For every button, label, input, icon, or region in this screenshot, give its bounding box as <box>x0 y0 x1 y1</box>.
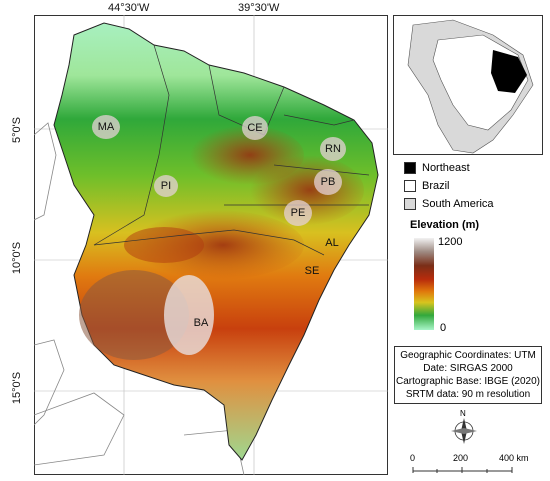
coord-label-lon-1: 44°30'W <box>108 2 150 14</box>
elevation-legend-title: Elevation (m) <box>410 219 480 231</box>
scale-label-200: 200 <box>453 453 469 463</box>
legend-label: South America <box>422 198 494 210</box>
scale-bar: 0 200 400 km <box>410 448 542 478</box>
state-label-pe: PE <box>284 200 312 226</box>
inset-map-svg <box>393 15 543 155</box>
compass-rose-icon <box>451 418 477 444</box>
north-label: N <box>460 409 466 418</box>
elevation-colorbar <box>414 238 434 330</box>
state-label-ba: BA <box>193 317 209 329</box>
main-map <box>33 15 388 476</box>
elevation-min-label: 0 <box>440 322 447 334</box>
swatch-brazil <box>404 180 416 192</box>
state-label-al: AL <box>325 237 339 249</box>
state-label-se: SE <box>304 265 320 277</box>
info-line-datum: Date: SIRGAS 2000 <box>423 363 513 374</box>
coord-label-lon-2: 39°30'W <box>238 2 280 14</box>
info-line-projection: Geographic Coordinates: UTM <box>400 350 536 361</box>
legend-item-northeast: Northeast <box>404 162 470 174</box>
state-label-pb: PB <box>314 169 342 195</box>
state-label-ma: MA <box>92 115 120 139</box>
coord-label-lat-3: 15°0'S <box>11 371 23 405</box>
legend-item-brazil: Brazil <box>404 180 450 192</box>
scale-bar-graphic <box>412 467 513 473</box>
info-line-srtm: SRTM data: 90 m resolution <box>405 389 531 400</box>
north-arrow: N <box>449 409 479 445</box>
legend-label: Northeast <box>422 162 470 174</box>
elevation-map-svg <box>33 15 388 476</box>
inset-northeast-highlight <box>491 50 527 93</box>
inset-map <box>393 15 543 155</box>
coord-label-lat-2: 10°0'S <box>11 241 23 275</box>
legend: Northeast Brazil South America <box>404 162 544 222</box>
coord-label-lat-1: 5°0'S <box>11 116 23 144</box>
state-label-rn: RN <box>320 137 346 161</box>
swatch-northeast <box>404 162 416 174</box>
state-label-pi: PI <box>154 175 178 197</box>
swatch-south-america <box>404 198 416 210</box>
scale-label-0: 0 <box>410 453 416 463</box>
legend-item-south-america: South America <box>404 198 494 210</box>
scale-label-400: 400 km <box>499 453 529 463</box>
map-info-box: Geographic Coordinates: UTM Date: SIRGAS… <box>394 346 542 404</box>
state-label-ce: CE <box>242 116 268 140</box>
elevation-max-label: 1200 <box>438 236 463 248</box>
info-line-base: Cartographic Base: IBGE (2020) <box>396 376 540 387</box>
legend-label: Brazil <box>422 180 450 192</box>
